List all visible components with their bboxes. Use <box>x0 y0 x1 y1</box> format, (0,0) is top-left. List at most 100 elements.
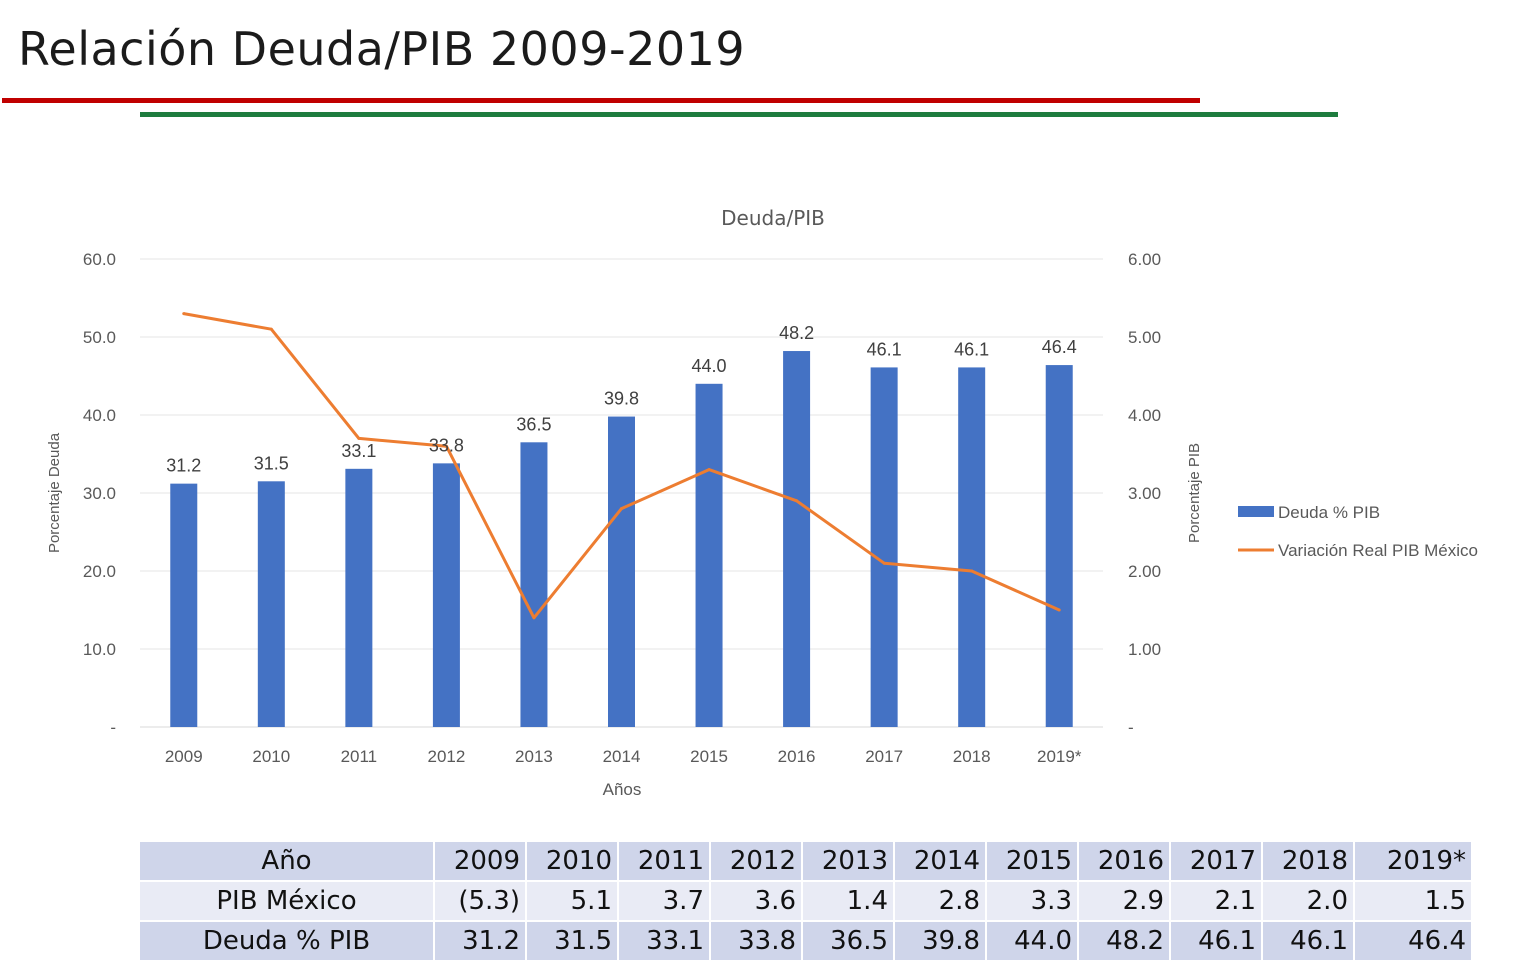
line-point <box>269 327 273 331</box>
table-cell: 46.1 <box>1263 922 1353 960</box>
x-tick-label: 2017 <box>865 747 903 766</box>
table-cell: 39.8 <box>895 922 985 960</box>
table-cell: 36.5 <box>803 922 893 960</box>
table-cell: 1.4 <box>803 882 893 920</box>
x-tick-label: 2013 <box>515 747 553 766</box>
table-cell: 2.8 <box>895 882 985 920</box>
table-cell: 33.8 <box>711 922 801 960</box>
table-cell: 2013 <box>803 842 893 880</box>
table-cell: 31.2 <box>435 922 525 960</box>
bar-data-label: 36.5 <box>516 414 551 434</box>
bar <box>257 481 285 727</box>
table-cell: 3.7 <box>619 882 709 920</box>
bar <box>1045 365 1073 727</box>
x-tick-label: 2010 <box>252 747 290 766</box>
y2-tick-label: 1.00 <box>1128 640 1161 659</box>
table-cell: 2012 <box>711 842 801 880</box>
table-row-year: Año 2009 2010 2011 2012 2013 2014 2015 2… <box>140 842 1471 880</box>
bar <box>520 442 548 727</box>
row-header: PIB México <box>140 882 433 920</box>
line-point <box>707 468 711 472</box>
line-point <box>444 444 448 448</box>
chart-title: Deuda/PIB <box>721 206 825 230</box>
y-axis-title: Porcentaje Deuda <box>46 432 63 553</box>
x-tick-label: 2016 <box>778 747 816 766</box>
bar-data-label: 33.1 <box>341 441 376 461</box>
y-tick-label: 10.0 <box>83 640 116 659</box>
x-tick-label: 2011 <box>341 747 378 766</box>
bar <box>170 483 198 727</box>
x-tick-label: 2014 <box>603 747 641 766</box>
table-cell: 2019* <box>1355 842 1471 880</box>
x-tick-label: 2012 <box>427 747 465 766</box>
table-cell: 2009 <box>435 842 525 880</box>
bar-data-label: 46.4 <box>1042 337 1077 357</box>
x-tick-label: 2019* <box>1037 747 1082 766</box>
bar-data-label: 39.8 <box>604 389 639 409</box>
y2-tick-label: 2.00 <box>1128 562 1161 581</box>
bar <box>345 468 373 727</box>
debt-gdp-chart: Deuda/PIB - 10.0 20.0 30.0 40.0 50.0 60.0 - 1.00 2… <box>46 206 1478 799</box>
green-accent-rule <box>140 112 1338 117</box>
x-tick-label: 2018 <box>953 747 991 766</box>
x-tick-label: 2009 <box>165 747 203 766</box>
bar <box>432 463 460 727</box>
table-cell: 2014 <box>895 842 985 880</box>
legend-swatch-bar <box>1238 506 1274 517</box>
y2-axis-title: Porcentaje PIB <box>1186 443 1203 543</box>
data-table: Año 2009 2010 2011 2012 2013 2014 2015 2… <box>138 840 1473 962</box>
bar-data-label: 46.1 <box>867 339 902 359</box>
bar-data-label: 31.2 <box>166 456 201 476</box>
bar <box>695 383 723 727</box>
row-header: Deuda % PIB <box>140 922 433 960</box>
legend-label: Variación Real PIB México <box>1278 541 1478 560</box>
slide-title: Relación Deuda/PIB 2009-2019 <box>18 22 746 76</box>
line-point <box>970 569 974 573</box>
table-cell: 2017 <box>1171 842 1261 880</box>
table-cell: 46.1 <box>1171 922 1261 960</box>
y-tick-label: 20.0 <box>83 562 116 581</box>
line-point <box>532 616 536 620</box>
table-cell: 46.4 <box>1355 922 1471 960</box>
bar-data-label: 48.2 <box>779 323 814 343</box>
bar <box>783 351 811 727</box>
bar <box>608 416 635 727</box>
table-cell: 48.2 <box>1079 922 1169 960</box>
y2-tick-label: 4.00 <box>1128 406 1161 425</box>
y2-tick-label: - <box>1128 718 1134 737</box>
table-cell: 2010 <box>527 842 617 880</box>
table-cell: 1.5 <box>1355 882 1471 920</box>
red-accent-rule <box>2 98 1200 103</box>
bar-data-label: 31.5 <box>254 453 289 473</box>
table-cell: 2016 <box>1079 842 1169 880</box>
y2-tick-label: 5.00 <box>1128 328 1161 347</box>
line-point <box>357 436 361 440</box>
y-tick-label: 30.0 <box>83 484 116 503</box>
x-axis-title: Años <box>603 780 642 799</box>
line-point <box>620 507 623 511</box>
table-cell: 2011 <box>619 842 709 880</box>
table-cell: 44.0 <box>987 922 1077 960</box>
y-tick-label: 50.0 <box>83 328 116 347</box>
line-point <box>182 312 186 316</box>
table-cell: 2018 <box>1263 842 1353 880</box>
table-row-gdp: PIB México (5.3) 5.1 3.7 3.6 1.4 2.8 3.3… <box>140 882 1471 920</box>
bar-data-label: 46.1 <box>954 339 989 359</box>
table-cell: 3.3 <box>987 882 1077 920</box>
table-cell: 2.0 <box>1263 882 1353 920</box>
line-point <box>882 561 886 565</box>
x-tick-label: 2015 <box>690 747 728 766</box>
table-cell: 33.1 <box>619 922 709 960</box>
table-cell: 2015 <box>987 842 1077 880</box>
bar <box>958 367 986 727</box>
y2-tick-label: 6.00 <box>1128 250 1161 269</box>
table-row-debt: Deuda % PIB 31.2 31.5 33.1 33.8 36.5 39.… <box>140 922 1471 960</box>
bar-data-label: 44.0 <box>692 356 727 376</box>
line-point <box>795 499 799 503</box>
y-tick-label: 60.0 <box>83 250 116 269</box>
table-cell: 2.1 <box>1171 882 1261 920</box>
y-tick-label: - <box>110 718 116 737</box>
table-cell: 2.9 <box>1079 882 1169 920</box>
row-header: Año <box>140 842 433 880</box>
y2-tick-label: 3.00 <box>1128 484 1161 503</box>
